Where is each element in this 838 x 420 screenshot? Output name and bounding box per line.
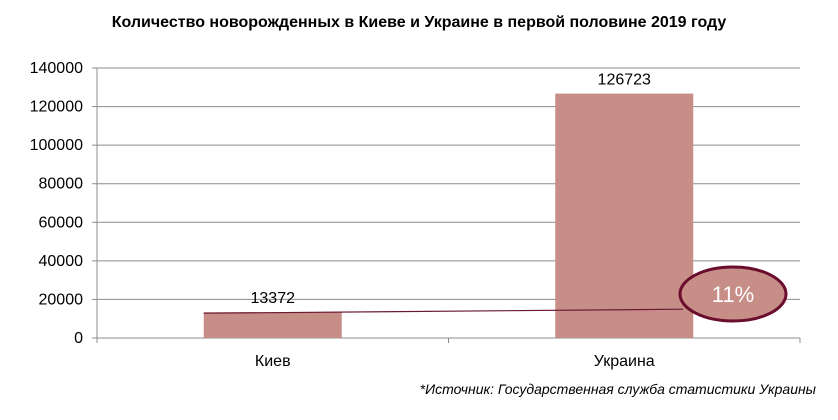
y-tick-label: 60000: [39, 214, 84, 231]
data-label: 13372: [251, 290, 296, 307]
percentage-annotation: 11%: [678, 265, 788, 323]
bar: [555, 93, 694, 338]
annotation-text: 11%: [712, 282, 754, 307]
source-note: *Источник: Государственная служба статис…: [419, 381, 816, 397]
y-tick-label: 0: [74, 330, 83, 347]
connector-line: [203, 308, 684, 314]
x-tick-label: Украина: [594, 353, 655, 370]
data-label: 126723: [598, 72, 651, 89]
bar: [203, 312, 342, 338]
y-axis: 0 20000 40000 60000 80000 100000 120000 140000: [30, 60, 801, 347]
annotation-ellipse: [678, 265, 788, 323]
y-tick-label: 120000: [30, 99, 83, 116]
data-labels: 13372 126723: [251, 72, 652, 308]
x-tick-label: Киев: [255, 353, 291, 370]
y-tick-label: 140000: [30, 60, 83, 77]
chart-title: Количество новорожденных в Киеве и Украи…: [111, 14, 727, 31]
bars: [203, 93, 694, 338]
y-tick-label: 100000: [30, 137, 83, 154]
y-tick-label: 20000: [39, 291, 84, 308]
x-axis-labels: Киев Украина: [255, 353, 655, 370]
y-tick-label: 80000: [39, 176, 84, 193]
y-tick-label: 40000: [39, 253, 84, 270]
